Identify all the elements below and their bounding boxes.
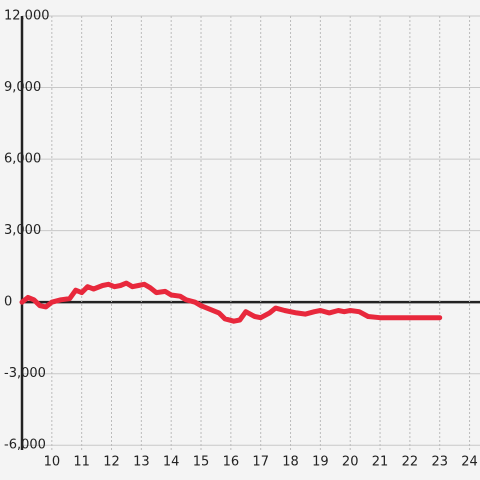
y-tick-label: 9,000 [4,80,41,95]
y-tick-label: 3,000 [4,223,41,238]
x-tick-label: 10 [44,455,61,470]
y-tick-label: -6,000 [4,438,46,453]
x-tick-label: 17 [252,455,269,470]
x-tick-label: 19 [312,455,329,470]
x-tick-label: 14 [163,455,180,470]
y-tick-label: -3,000 [4,366,46,381]
x-tick-label: 23 [431,455,448,470]
x-tick-label: 13 [133,455,150,470]
x-tick-label: 22 [402,455,419,470]
grid [20,15,480,450]
y-tick-label: 12,000 [4,9,50,24]
x-tick-label: 11 [73,455,90,470]
x-tick-label: 15 [193,455,210,470]
labels: 12,000 9,000 6,000 3,000 0 -3,000 -6,000 10 11 12… [4,9,478,470]
y-tick-label: 0 [4,295,12,310]
x-tick-label: 16 [223,455,240,470]
x-tick-label: 18 [282,455,299,470]
x-tick-label: 24 [461,455,478,470]
y-tick-label: 6,000 [4,152,41,167]
x-tick-label: 21 [372,455,389,470]
data-line [19,280,443,324]
x-tick-label: 20 [342,455,359,470]
x-tick-label: 12 [103,455,120,470]
marks [19,280,443,324]
